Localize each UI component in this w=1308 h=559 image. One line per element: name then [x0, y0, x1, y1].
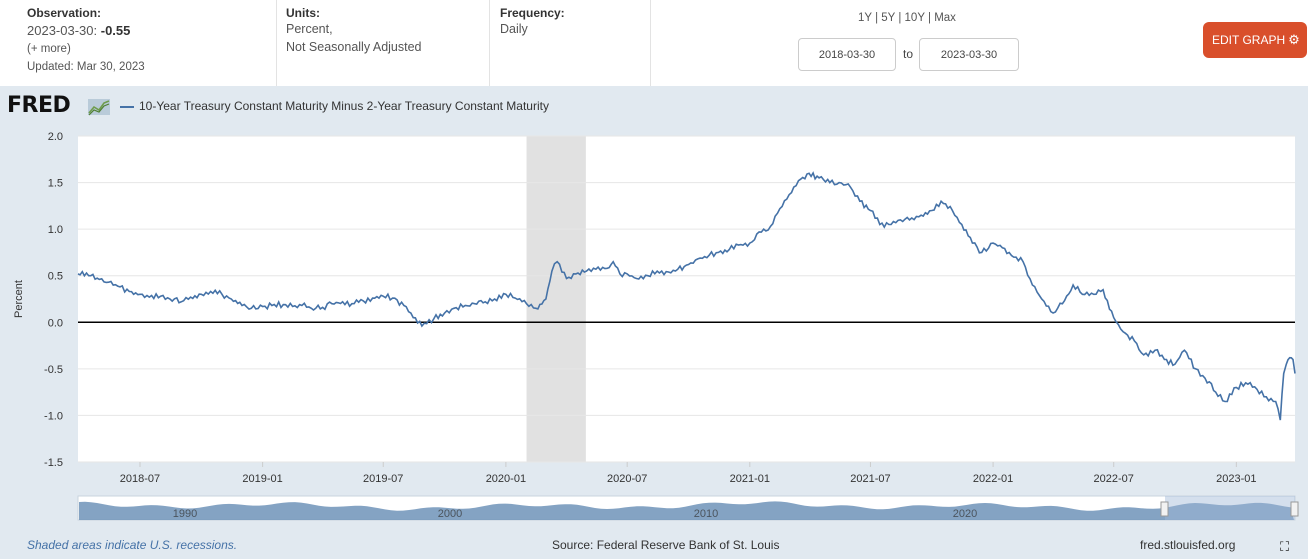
x-tick-label: 2022-07 [1094, 473, 1134, 485]
x-tick-label: 2020-07 [607, 473, 647, 485]
range-sep-1: | [875, 12, 879, 24]
range-10y[interactable]: 10Y [904, 12, 925, 24]
y-tick-label: 1.0 [48, 224, 63, 236]
x-tick-label: 2019-01 [242, 473, 282, 485]
source-text: Source: Federal Reserve Bank of St. Loui… [552, 538, 780, 552]
observation-reading: 2023-03-30: -0.55 [27, 23, 130, 38]
x-tick-label: 2019-07 [363, 473, 403, 485]
plot-background [78, 136, 1295, 462]
navigator-labels: 1990 2000 2010 2020 [173, 508, 977, 520]
more-link[interactable]: (+ more) [27, 43, 71, 55]
units-label: Units: [286, 6, 320, 20]
x-tick-label: 2021-07 [850, 473, 890, 485]
recession-note: Shaded areas indicate U.S. recessions. [27, 538, 238, 552]
y-tick-label: 2.0 [48, 131, 63, 143]
recession-band [526, 136, 586, 462]
x-tick-label: 2021-01 [730, 473, 770, 485]
expand-icon[interactable]: ⛶ [1280, 539, 1290, 554]
navigator-label: 2020 [953, 508, 977, 520]
y-tick-label: 0.5 [48, 271, 63, 283]
frequency-panel: Frequency: Daily [490, 0, 651, 86]
start-date-input[interactable]: 2018-03-30 [798, 38, 896, 71]
units-line1: Percent, [286, 22, 333, 36]
edit-graph-label: EDIT GRAPH [1212, 33, 1286, 47]
navigator[interactable]: 1990 2000 2010 2020 [77, 495, 1299, 521]
recession-shading [526, 136, 586, 462]
navigator-handle-left[interactable] [1160, 501, 1169, 517]
fred-logo-text: FRED [7, 93, 71, 118]
x-tick-label: 2023-01 [1216, 473, 1256, 485]
frequency-label: Frequency: [500, 6, 565, 20]
range-max[interactable]: Max [934, 12, 956, 24]
end-date-input[interactable]: 2023-03-30 [919, 38, 1019, 71]
units-line2: Not Seasonally Adjusted [286, 40, 422, 54]
range-sep-2: | [898, 12, 902, 24]
x-tick-label: 2020-01 [486, 473, 526, 485]
edit-graph-button[interactable]: EDIT GRAPH ⚙ [1203, 22, 1307, 58]
legend-series-name: 10-Year Treasury Constant Maturity Minus… [139, 99, 549, 113]
chart-legend: 10-Year Treasury Constant Maturity Minus… [120, 99, 549, 113]
observation-date: 2023-03-30: [27, 23, 98, 38]
series-line [77, 171, 1296, 421]
fred-logo-chart-icon [88, 99, 110, 116]
navigator-label: 2000 [438, 508, 462, 520]
x-tick-label: 2018-07 [120, 473, 160, 485]
y-tick-label: -1.0 [44, 410, 63, 422]
gear-icon: ⚙ [1288, 32, 1300, 47]
units-panel: Units: Percent, Not Seasonally Adjusted [277, 0, 490, 86]
y-tick-label: -0.5 [44, 364, 63, 376]
fred-logo[interactable]: FRED [7, 93, 71, 118]
navigator-label: 2010 [694, 508, 718, 520]
updated-date: Updated: Mar 30, 2023 [27, 61, 145, 73]
navigator-handle-right[interactable] [1290, 501, 1299, 517]
range-sep-3: | [928, 12, 931, 24]
y-tick-label: -1.5 [44, 457, 63, 469]
observation-value: -0.55 [100, 23, 131, 38]
navigator-area [79, 501, 1294, 520]
gridlines [78, 135, 1295, 463]
site-link[interactable]: fred.stlouisfed.org [1140, 538, 1236, 552]
y-tick-label: 0.0 [48, 317, 63, 329]
header-panel: Observation: 2023-03-30: -0.55 (+ more) … [0, 0, 1308, 86]
date-to-label: to [903, 47, 914, 61]
range-1y[interactable]: 1Y [858, 12, 872, 24]
y-tick-labels: 2.0 1.5 1.0 0.5 0.0 -0.5 -1.0 -1.5 [44, 131, 63, 469]
navigator-selection[interactable] [1165, 496, 1295, 520]
x-tick-labels: 2018-07 2019-01 2019-07 2020-01 2020-07 2021-… [120, 462, 1257, 485]
legend-line-marker [120, 105, 134, 108]
observation-panel: Observation: 2023-03-30: -0.55 (+ more) … [0, 0, 277, 86]
frequency-value: Daily [500, 22, 528, 36]
range-5y[interactable]: 5Y [881, 12, 896, 24]
y-axis-label: Percent [13, 280, 25, 318]
observation-label: Observation: [27, 6, 102, 20]
range-selector: 1Y | 5Y | 10Y | Max [858, 12, 956, 24]
y-tick-label: 1.5 [48, 178, 63, 190]
navigator-label: 1990 [173, 508, 197, 520]
x-tick-label: 2022-01 [973, 473, 1013, 485]
